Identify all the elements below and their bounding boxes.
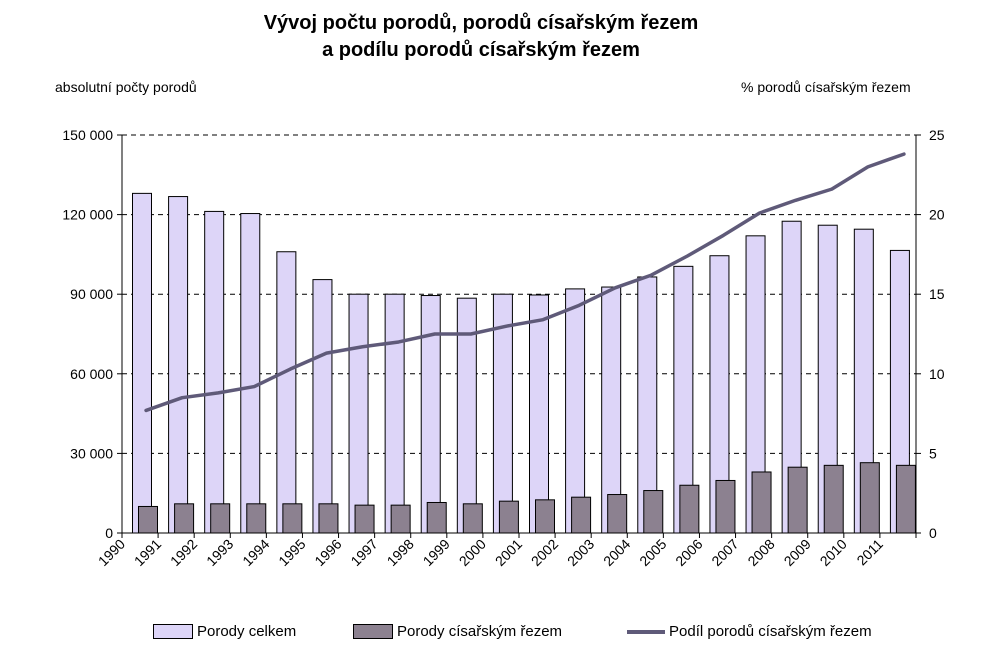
x-tick-label: 2009 [781, 536, 814, 569]
x-tick-label: 1998 [384, 536, 417, 569]
bar-caesarean [426, 501, 447, 534]
bar-caesarean [138, 505, 158, 534]
legend-swatch-total [153, 624, 193, 639]
x-tick-label: 2006 [672, 536, 705, 569]
bar-caesarean [318, 503, 339, 534]
x-tick-label: 2011 [853, 536, 886, 569]
x-tick-label: 2001 [492, 536, 525, 569]
bar-caesarean [354, 504, 375, 534]
x-tick-label: 2002 [528, 536, 561, 569]
x-tick-label: 1991 [131, 536, 164, 569]
bar-total [348, 293, 369, 534]
bar-caesarean [859, 462, 880, 534]
bar-caesarean [246, 503, 267, 534]
bar-caesarean [210, 503, 231, 534]
bar-total [168, 196, 189, 534]
x-tick-label: 1996 [311, 536, 344, 569]
bar-total [276, 251, 297, 534]
x-tick-label: 1994 [239, 536, 272, 569]
y-tick-label-right: 20 [929, 207, 945, 223]
x-tick-label: 1995 [275, 536, 308, 569]
x-tick-label: 2003 [564, 536, 597, 569]
legend-swatch-caesarean [353, 624, 393, 639]
x-tick-label: 1992 [167, 536, 200, 569]
x-tick-label: 2000 [456, 536, 489, 569]
bar-caesarean [787, 466, 808, 534]
bar-total [384, 293, 405, 534]
bar-caesarean [498, 500, 519, 534]
bar-total [132, 192, 152, 534]
bar-total [420, 295, 441, 534]
bar-caesarean [174, 503, 195, 534]
share-line [144, 152, 906, 413]
y-tick-label-right: 5 [929, 445, 937, 461]
chart-title-line2: a podílu porodů císařským řezem [322, 39, 640, 61]
right-axis-label: % porodů císařským řezem [741, 79, 911, 95]
chart-title-line1: Vývoj počtu porodů, porodů císařským řez… [263, 12, 699, 34]
y-tick-label-left: 0 [105, 525, 113, 541]
chart-plot: 0 30 000 60 000 90 000 120 000 150 000 0 5 10 15 2… [62, 127, 945, 569]
left-axis-label: absolutní počty porodů [55, 79, 197, 95]
legend-label-caesarean: Porody císařským řezem [397, 623, 563, 640]
x-tick-label: 2005 [636, 536, 669, 569]
x-tick-label: 1997 [347, 536, 380, 569]
bar-caesarean [823, 464, 844, 534]
bar-caesarean [390, 504, 411, 534]
bar-caesarean [571, 496, 592, 534]
legend: Porody celkem Porody císařským řezem Pod… [0, 623, 991, 649]
bar-total [240, 213, 261, 534]
bar-caesarean [715, 479, 736, 534]
legend-item-total: Porody celkem [153, 623, 296, 640]
x-tick-label: 2004 [600, 536, 633, 569]
bar-total [529, 294, 549, 534]
legend-swatch-share [627, 629, 665, 634]
y-tick-label-left: 150 000 [62, 127, 113, 143]
legend-item-share: Podíl porodů císařským řezem [627, 623, 872, 640]
y-tick-label-left: 120 000 [62, 207, 113, 223]
bar-total [312, 279, 333, 534]
y-tick-label-left: 30 000 [70, 445, 113, 461]
chart-title: Vývoj počtu porodů, porodů císařským řez… [0, 10, 962, 64]
bar-caesarean [462, 503, 483, 534]
legend-label-total: Porody celkem [197, 623, 297, 640]
legend-label-share: Podíl porodů císařským řezem [669, 623, 872, 640]
legend-item-caesarean: Porody císařským řezem [353, 623, 562, 640]
y-tick-label-right: 25 [929, 127, 945, 143]
y-tick-label-left: 90 000 [70, 286, 113, 302]
x-tick-label: 2007 [708, 536, 741, 569]
bar-caesarean [607, 494, 628, 534]
x-tick-label: 1990 [95, 536, 128, 569]
bar-caesarean [895, 464, 916, 534]
bar-caesarean [535, 499, 555, 534]
x-tick-label: 2010 [817, 536, 850, 569]
y-tick-label-right: 10 [929, 366, 945, 382]
x-tick-label: 1993 [203, 536, 236, 569]
bar-total [204, 210, 225, 534]
x-tick-label: 1999 [420, 536, 453, 569]
x-tick-label: 2008 [744, 536, 777, 569]
y-tick-label-right: 0 [929, 525, 937, 541]
bar-caesarean [643, 490, 664, 534]
bar-caesarean [679, 484, 700, 534]
y-tick-label-right: 15 [929, 286, 945, 302]
bar-caesarean [751, 471, 772, 534]
bar-caesarean [282, 503, 303, 534]
bar-total [565, 288, 586, 534]
y-tick-label-left: 60 000 [70, 366, 113, 382]
